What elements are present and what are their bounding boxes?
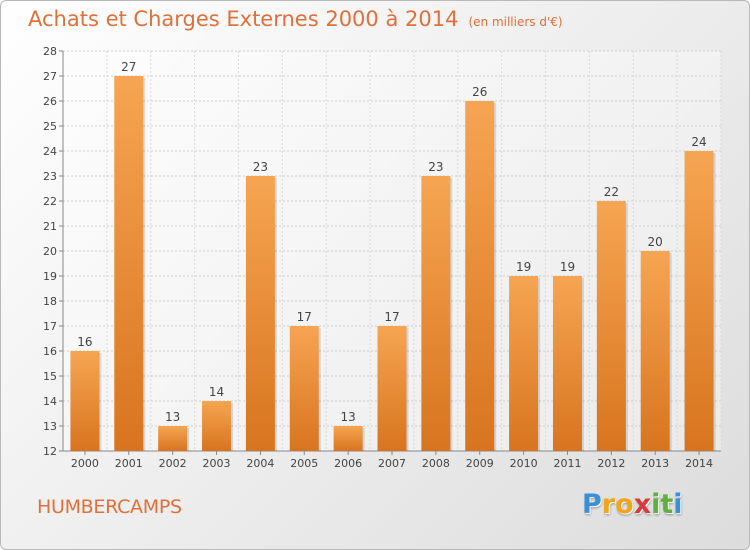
bar [377, 326, 407, 451]
y-tick-label: 28 [43, 45, 57, 58]
logo-letter: t [660, 489, 674, 520]
logo-letter: o [615, 489, 634, 520]
x-tick-label: 2000 [71, 457, 99, 470]
logo-letter: x [633, 489, 652, 520]
x-tick-label: 2007 [378, 457, 406, 470]
bar [202, 401, 232, 451]
y-tick-label: 16 [43, 345, 57, 358]
logo-letter: P [582, 489, 602, 520]
logo-letter: i [651, 489, 661, 520]
bar-value-label: 24 [691, 135, 706, 149]
y-tick-label: 14 [43, 395, 57, 408]
y-tick-label: 25 [43, 120, 57, 133]
bar-value-label: 17 [297, 310, 312, 324]
x-tick-label: 2011 [553, 457, 581, 470]
bar [421, 176, 451, 451]
y-tick-label: 18 [43, 295, 57, 308]
bar [289, 326, 319, 451]
proxiti-logo: Proxiti [582, 489, 683, 520]
x-tick-label: 2009 [466, 457, 494, 470]
bar [509, 276, 539, 451]
y-tick-label: 19 [43, 270, 57, 283]
x-tick-label: 2004 [246, 457, 274, 470]
bar-value-label: 13 [340, 410, 355, 424]
bar-value-label: 13 [165, 410, 180, 424]
bar-value-label: 20 [648, 235, 663, 249]
bar-value-label: 19 [560, 260, 575, 274]
bar [158, 426, 188, 451]
commune-name: HUMBERCAMPS [37, 496, 182, 518]
y-tick-label: 24 [43, 145, 57, 158]
x-tick-label: 2005 [290, 457, 318, 470]
y-tick-label: 12 [43, 445, 57, 458]
bar [333, 426, 363, 451]
bar [596, 201, 626, 451]
chart-subtitle: (en milliers d'€) [468, 15, 563, 29]
logo-letter: i [673, 489, 683, 520]
x-tick-label: 2002 [159, 457, 187, 470]
y-tick-label: 23 [43, 170, 57, 183]
x-tick-label: 2013 [641, 457, 669, 470]
bar [465, 101, 495, 451]
y-tick-label: 20 [43, 245, 57, 258]
y-tick-label: 22 [43, 195, 57, 208]
bar [245, 176, 275, 451]
bar-value-label: 19 [516, 260, 531, 274]
x-tick-label: 2008 [422, 457, 450, 470]
y-tick-label: 27 [43, 70, 57, 83]
x-tick-label: 2001 [115, 457, 143, 470]
x-tick-label: 2006 [334, 457, 362, 470]
bar-value-label: 23 [428, 160, 443, 174]
bar-value-label: 16 [77, 335, 92, 349]
bar-value-label: 26 [472, 85, 487, 99]
x-tick-label: 2003 [203, 457, 231, 470]
chart-title: Achats et Charges Externes 2000 à 2014 (e… [28, 7, 563, 31]
x-tick-label: 2010 [510, 457, 538, 470]
bar [640, 251, 670, 451]
bar [684, 151, 714, 451]
bar-value-label: 23 [253, 160, 268, 174]
bar [552, 276, 582, 451]
bar [70, 351, 100, 451]
bar-value-label: 22 [604, 185, 619, 199]
bar-value-label: 27 [121, 60, 136, 74]
x-tick-label: 2014 [685, 457, 713, 470]
logo-letter: r [601, 489, 616, 520]
bar [114, 76, 144, 451]
y-tick-label: 13 [43, 420, 57, 433]
y-tick-label: 17 [43, 320, 57, 333]
y-tick-label: 15 [43, 370, 57, 383]
chart-title-text: Achats et Charges Externes 2000 à 2014 [28, 7, 459, 31]
x-tick-label: 2012 [597, 457, 625, 470]
bar-value-label: 17 [384, 310, 399, 324]
y-tick-label: 21 [43, 220, 57, 233]
y-tick-label: 26 [43, 95, 57, 108]
bar-value-label: 14 [209, 385, 224, 399]
